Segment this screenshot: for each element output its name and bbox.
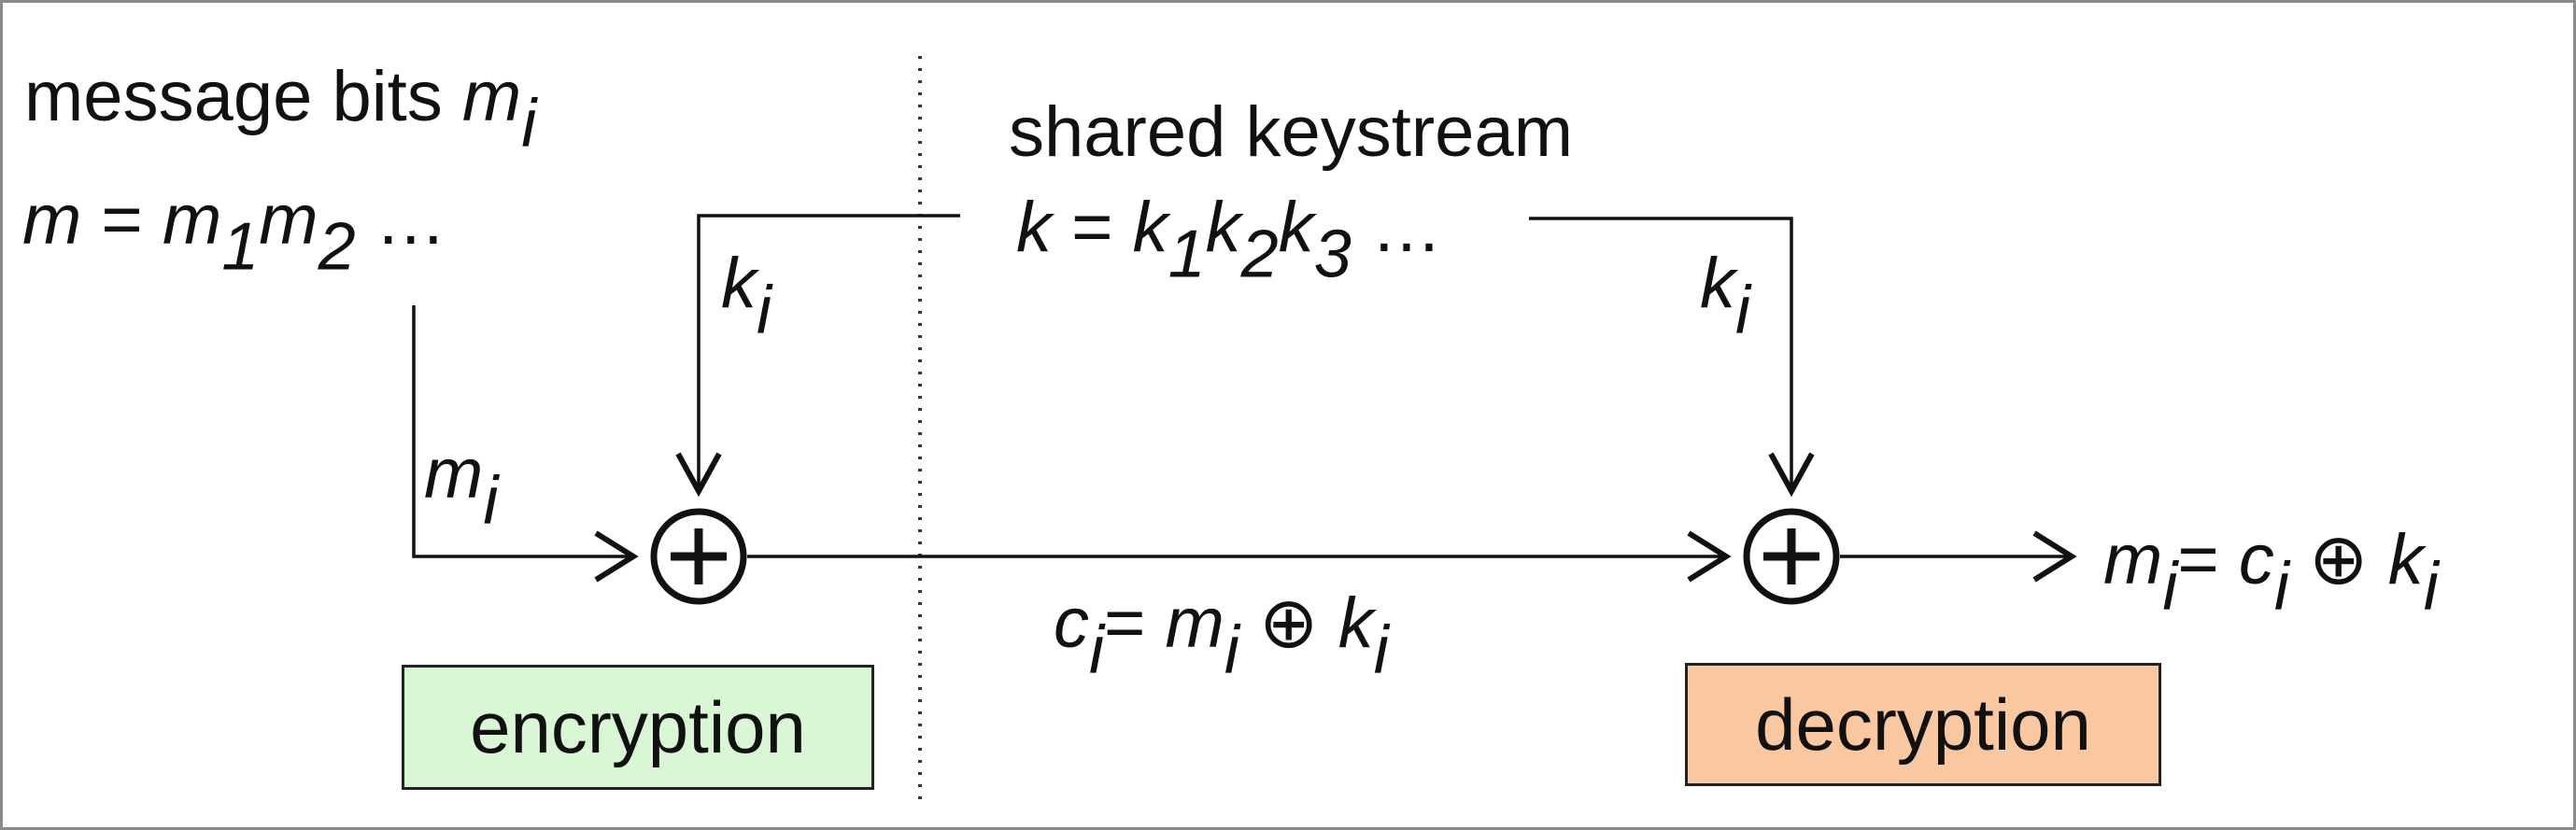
output-arrowhead [2032,530,2077,583]
key-wire-right [1529,217,1793,487]
xor-icon-decrypt [1743,508,1840,605]
xor-icon-encrypt [650,508,747,605]
key-bit-label-right: ki [1700,244,1750,348]
keystream-expression: k = k1k2k3 … [1016,188,1442,292]
keystream-label: shared keystream [1009,92,1574,172]
decryption-label: decryption [1755,682,2091,766]
message-wire [412,305,633,558]
decryption-box: decryption [1685,663,2161,786]
encryption-label: encryption [470,685,806,768]
key-arrowhead-right [1768,452,1815,498]
ciphertext-arrowhead [1687,530,1732,583]
key-wire-left [697,214,960,487]
key-bit-label-left: ki [721,244,771,348]
message-arrowhead [594,530,639,583]
output-expression: mi= ci ⊕ ki [2103,520,2439,625]
message-bit-label: mi [424,434,499,539]
message-bits-label: message bits mi [24,57,537,162]
message-expression: m = m1m2 … [22,180,446,285]
ciphertext-expression: ci= mi ⊕ ki [1054,584,1389,688]
key-arrowhead-left [675,452,722,498]
encryption-box: encryption [402,665,874,790]
